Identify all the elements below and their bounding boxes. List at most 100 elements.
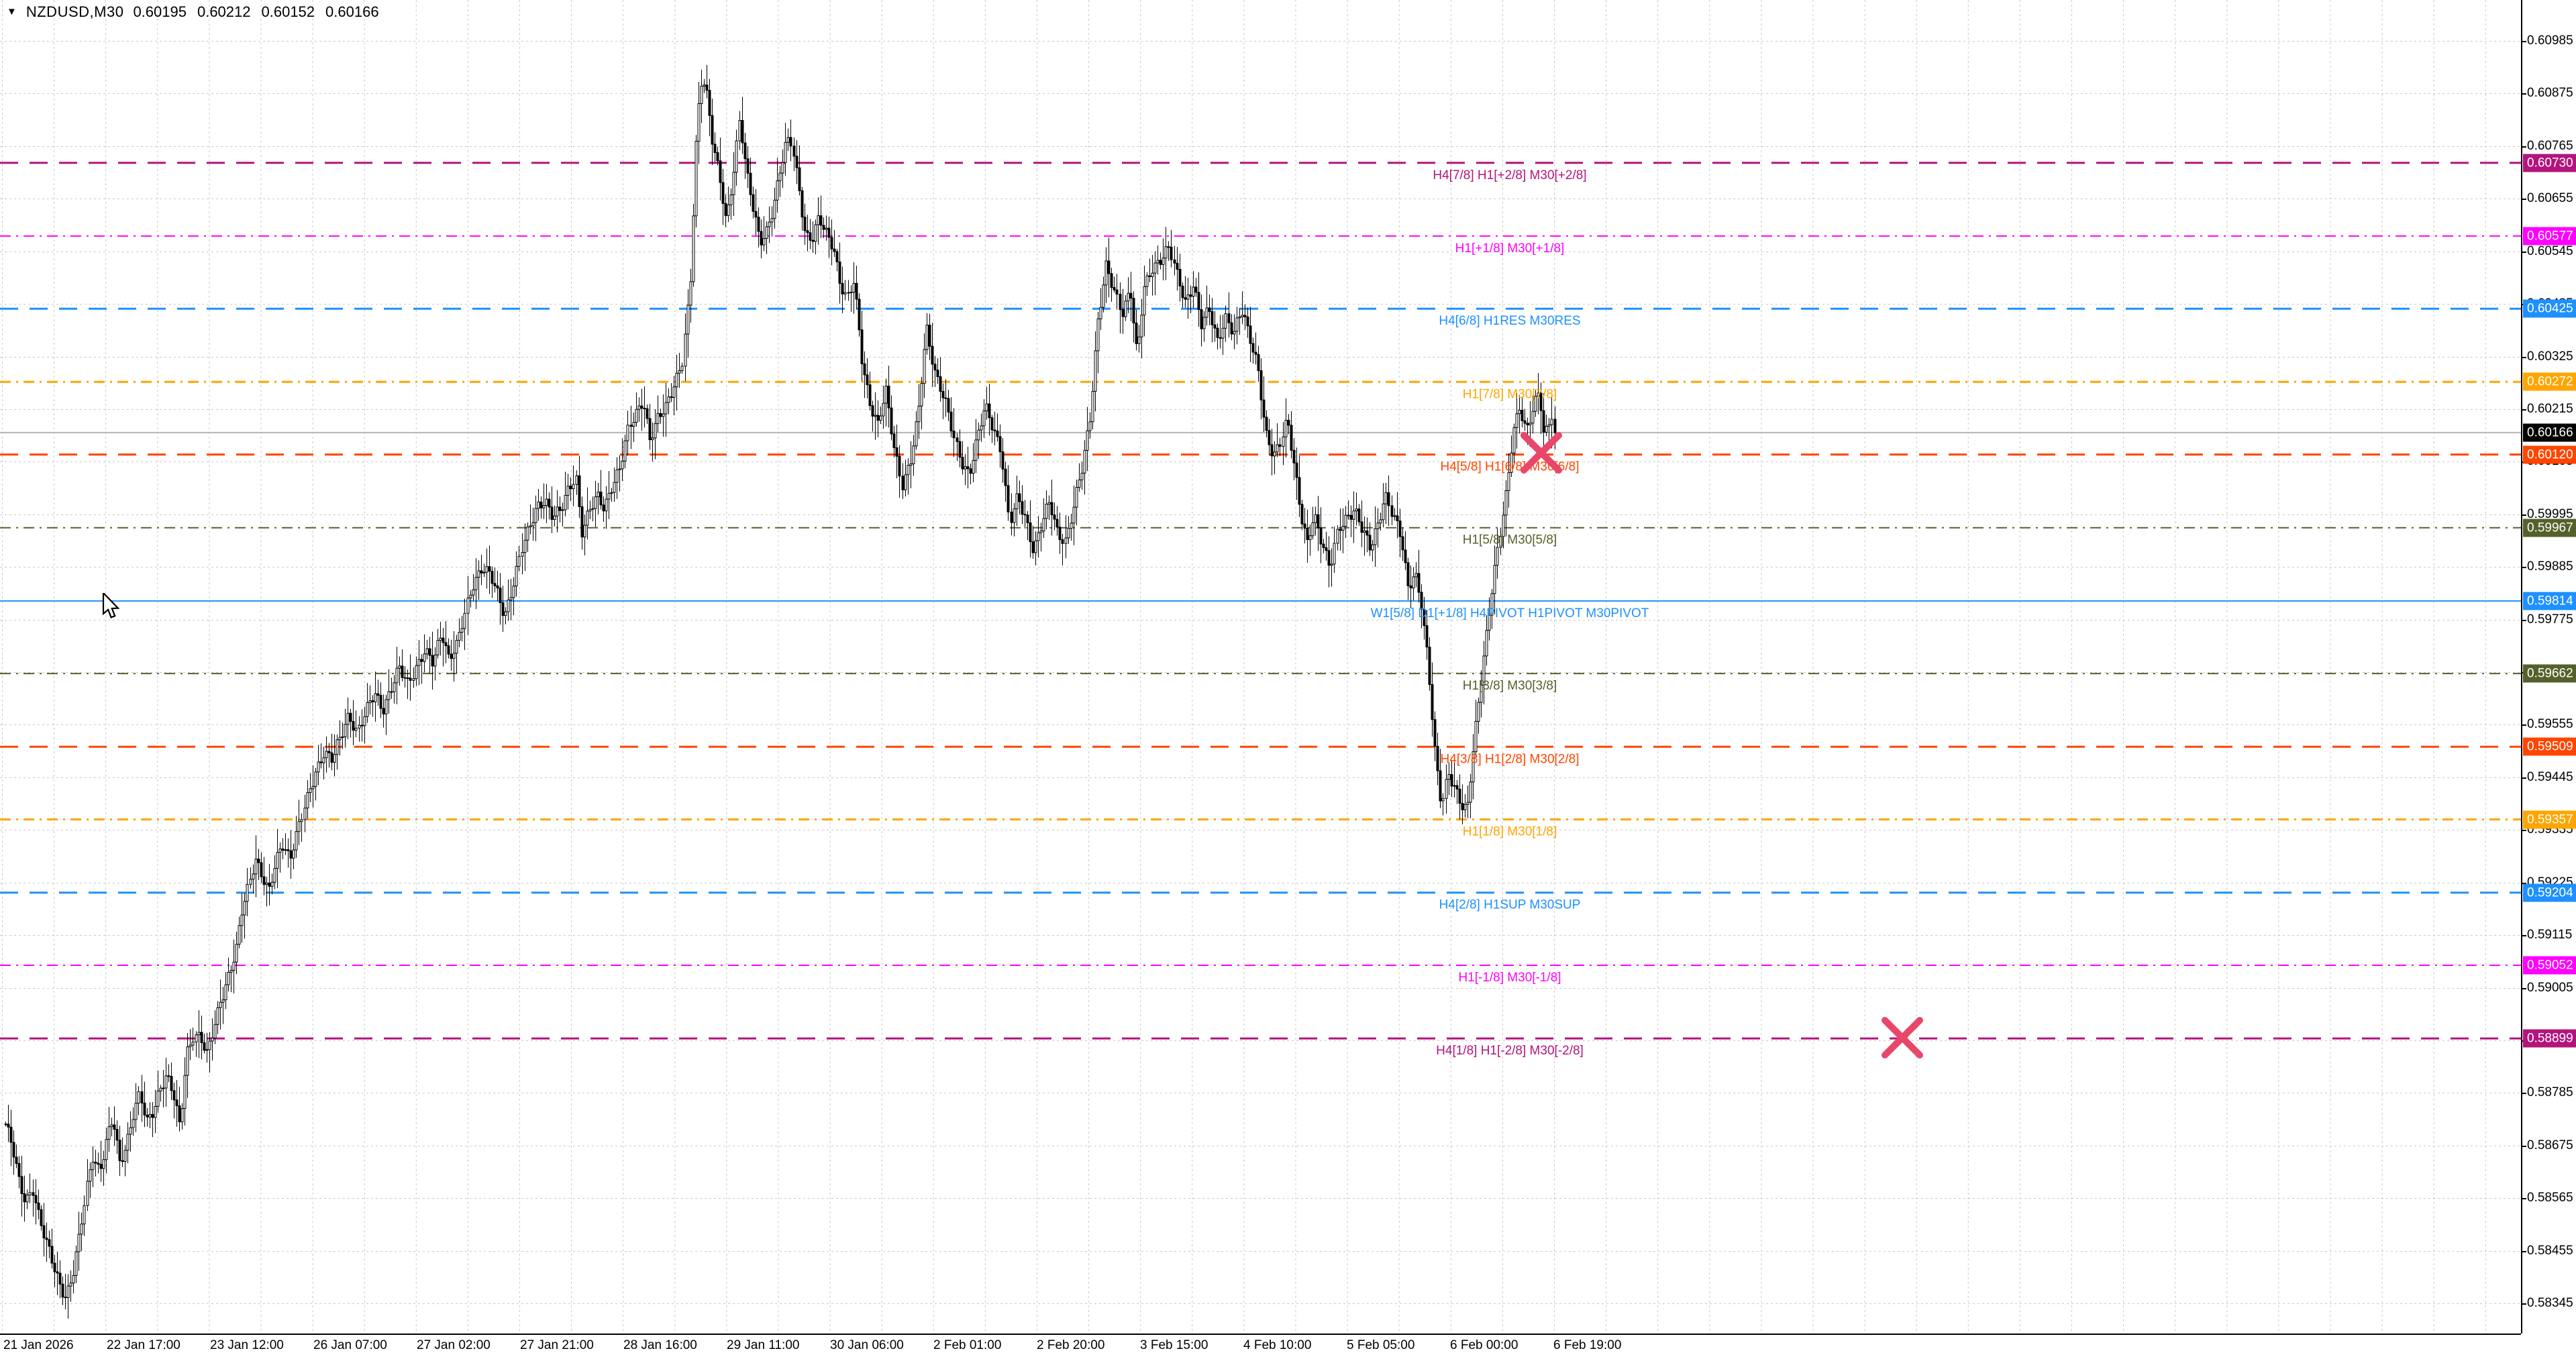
time-tick-label: 6 Feb 19:00: [1553, 1338, 1622, 1352]
price-tick-label: 0.60875: [2527, 86, 2573, 100]
price-tick: [2522, 1093, 2526, 1094]
candlestick-series: [4, 64, 1557, 1319]
price-level-badge: 0.58899: [2523, 1029, 2576, 1048]
price-level-badge: 0.59204: [2523, 883, 2576, 902]
chart-canvas[interactable]: H4[7/8] H1[+2/8] M30[+2/8] H1[+1/8] M30[+…: [0, 0, 2521, 1334]
level-label-8: H4[3/8] H1[2/8] M30[2/8]: [1440, 752, 1579, 766]
price-axis[interactable]: 0.60985 0.60875 0.60765 0.60655 0.60545 0.604…: [2521, 0, 2576, 1334]
price-tick: [2522, 830, 2526, 831]
price-level-badge: 0.60577: [2523, 227, 2576, 246]
time-tick-label: 2 Feb 20:00: [1037, 1338, 1105, 1352]
time-tick-label: 3 Feb 15:00: [1140, 1338, 1208, 1352]
price-tick: [2522, 41, 2526, 42]
price-tick-label: 0.59775: [2527, 612, 2573, 627]
price-level-badge: 0.59357: [2523, 810, 2576, 829]
price-level-badge: 0.60730: [2523, 154, 2576, 172]
level-label-5: H1[5/8] M30[5/8]: [1463, 533, 1557, 547]
price-tick: [2522, 1251, 2526, 1252]
time-tick-label: 29 Jan 11:00: [727, 1338, 800, 1352]
price-tick-label: 0.58345: [2527, 1296, 2573, 1310]
price-tick-label: 0.60985: [2527, 34, 2573, 48]
price-tick-label: 0.59115: [2527, 928, 2573, 942]
level-label-12: H4[1/8] H1[-2/8] M30[-2/8]: [1436, 1044, 1584, 1058]
time-tick-label: 30 Jan 06:00: [830, 1338, 904, 1352]
price-tick-label: 0.58785: [2527, 1085, 2573, 1099]
price-level-badge: 0.59967: [2523, 519, 2576, 537]
price-tick: [2522, 567, 2526, 568]
time-tick-label: 27 Jan 02:00: [417, 1338, 491, 1352]
time-axis[interactable]: 21 Jan 2026 22 Jan 17:00 23 Jan 12:00 26 Ja…: [0, 1334, 2521, 1357]
time-tick-label: 23 Jan 12:00: [210, 1338, 284, 1352]
price-tick: [2522, 883, 2526, 884]
time-tick-label: 27 Jan 21:00: [520, 1338, 594, 1352]
price-tick-label: 0.59555: [2527, 717, 2573, 731]
level-label-7: H1[3/8] M30[3/8]: [1463, 679, 1557, 693]
time-tick-label: 21 Jan 2026: [3, 1338, 74, 1352]
price-tick-label: 0.60545: [2527, 244, 2573, 258]
price-tick: [2522, 988, 2526, 989]
price-tick-label: 0.60765: [2527, 139, 2573, 153]
x-mark-object-2[interactable]: [1882, 1017, 1923, 1059]
price-level-badge: 0.59052: [2523, 956, 2576, 975]
time-tick-label: 28 Jan 16:00: [623, 1338, 697, 1352]
high-value: 0.60212: [197, 3, 251, 20]
level-label-11: H1[-1/8] M30[-1/8]: [1458, 971, 1561, 985]
price-tick-label: 0.59995: [2527, 507, 2573, 521]
level-label-0: H4[7/8] H1[+2/8] M30[+2/8]: [1433, 168, 1586, 182]
price-tick: [2522, 724, 2526, 726]
price-tick-label: 0.59885: [2527, 559, 2573, 574]
price-tick-label: 0.58455: [2527, 1244, 2573, 1258]
time-tick-label: 5 Feb 05:00: [1347, 1338, 1415, 1352]
symbol-period-label: NZDUSD,M30: [25, 3, 124, 20]
time-tick-label: 26 Jan 07:00: [313, 1338, 387, 1352]
price-level-badge: 0.60120: [2523, 445, 2576, 464]
time-tick-label: 2 Feb 01:00: [933, 1338, 1002, 1352]
level-label-4: H4[5/8] H1[6/8] M30[6/8]: [1440, 460, 1579, 474]
low-value: 0.60152: [261, 3, 315, 20]
price-tick: [2522, 146, 2526, 148]
level-label-9: H1[1/8] M30[1/8]: [1463, 825, 1557, 839]
level-label-10: H4[2/8] H1SUP M30SUP: [1439, 898, 1581, 912]
level-label-2: H4[6/8] H1RES M30RES: [1439, 314, 1580, 328]
price-level-badge: 0.59509: [2523, 737, 2576, 756]
time-tick-label: 4 Feb 10:00: [1243, 1338, 1312, 1352]
price-tick: [2522, 357, 2526, 358]
price-tick: [2522, 1303, 2526, 1305]
price-tick: [2522, 1146, 2526, 1147]
price-tick: [2522, 620, 2526, 621]
price-tick-label: 0.60325: [2527, 349, 2573, 364]
price-tick-label: 0.59005: [2527, 981, 2573, 995]
price-tick-label: 0.60215: [2527, 402, 2573, 416]
time-tick-label: 22 Jan 17:00: [107, 1338, 181, 1352]
candlestick-plot: H4[7/8] H1[+2/8] M30[+2/8] H1[+1/8] M30[+…: [0, 0, 2521, 1334]
price-tick-label: 0.58565: [2527, 1191, 2573, 1205]
level-label-3: H1[7/8] M30[7/8]: [1463, 387, 1557, 401]
price-level-badge: 0.60166: [2523, 423, 2576, 442]
price-tick: [2522, 935, 2526, 936]
price-tick: [2522, 514, 2526, 516]
price-tick: [2522, 409, 2526, 411]
price-level-badge: 0.60272: [2523, 372, 2576, 391]
level-label-6: W1[5/8] D1[+1/8] H4PIVOT H1PIVOT M30PIVO…: [1371, 606, 1649, 620]
price-level-badge: 0.59814: [2523, 592, 2576, 610]
ohlc-readout: 0.60195 0.60212 0.60152 0.60166: [133, 3, 378, 21]
price-tick: [2522, 1198, 2526, 1199]
level-label-1: H1[+1/8] M30[+1/8]: [1455, 241, 1565, 256]
price-tick: [2522, 777, 2526, 779]
close-value: 0.60166: [325, 3, 379, 20]
price-level-badge: 0.59662: [2523, 664, 2576, 683]
price-tick-label: 0.59445: [2527, 770, 2573, 784]
open-value: 0.60195: [133, 3, 187, 20]
chart-title-bar: ▼ NZDUSD,M30 0.60195 0.60212 0.60152 0.6…: [7, 3, 379, 21]
price-tick: [2522, 199, 2526, 200]
price-level-badge: 0.60425: [2523, 299, 2576, 318]
x-mark-object-1[interactable]: [1521, 432, 1562, 474]
price-tick-label: 0.58675: [2527, 1138, 2573, 1152]
price-tick: [2522, 93, 2526, 95]
grid: [0, 0, 2521, 1334]
symbol-dropdown-icon[interactable]: ▼: [7, 6, 17, 17]
time-tick-label: 6 Feb 00:00: [1450, 1338, 1518, 1352]
price-tick: [2522, 252, 2526, 253]
